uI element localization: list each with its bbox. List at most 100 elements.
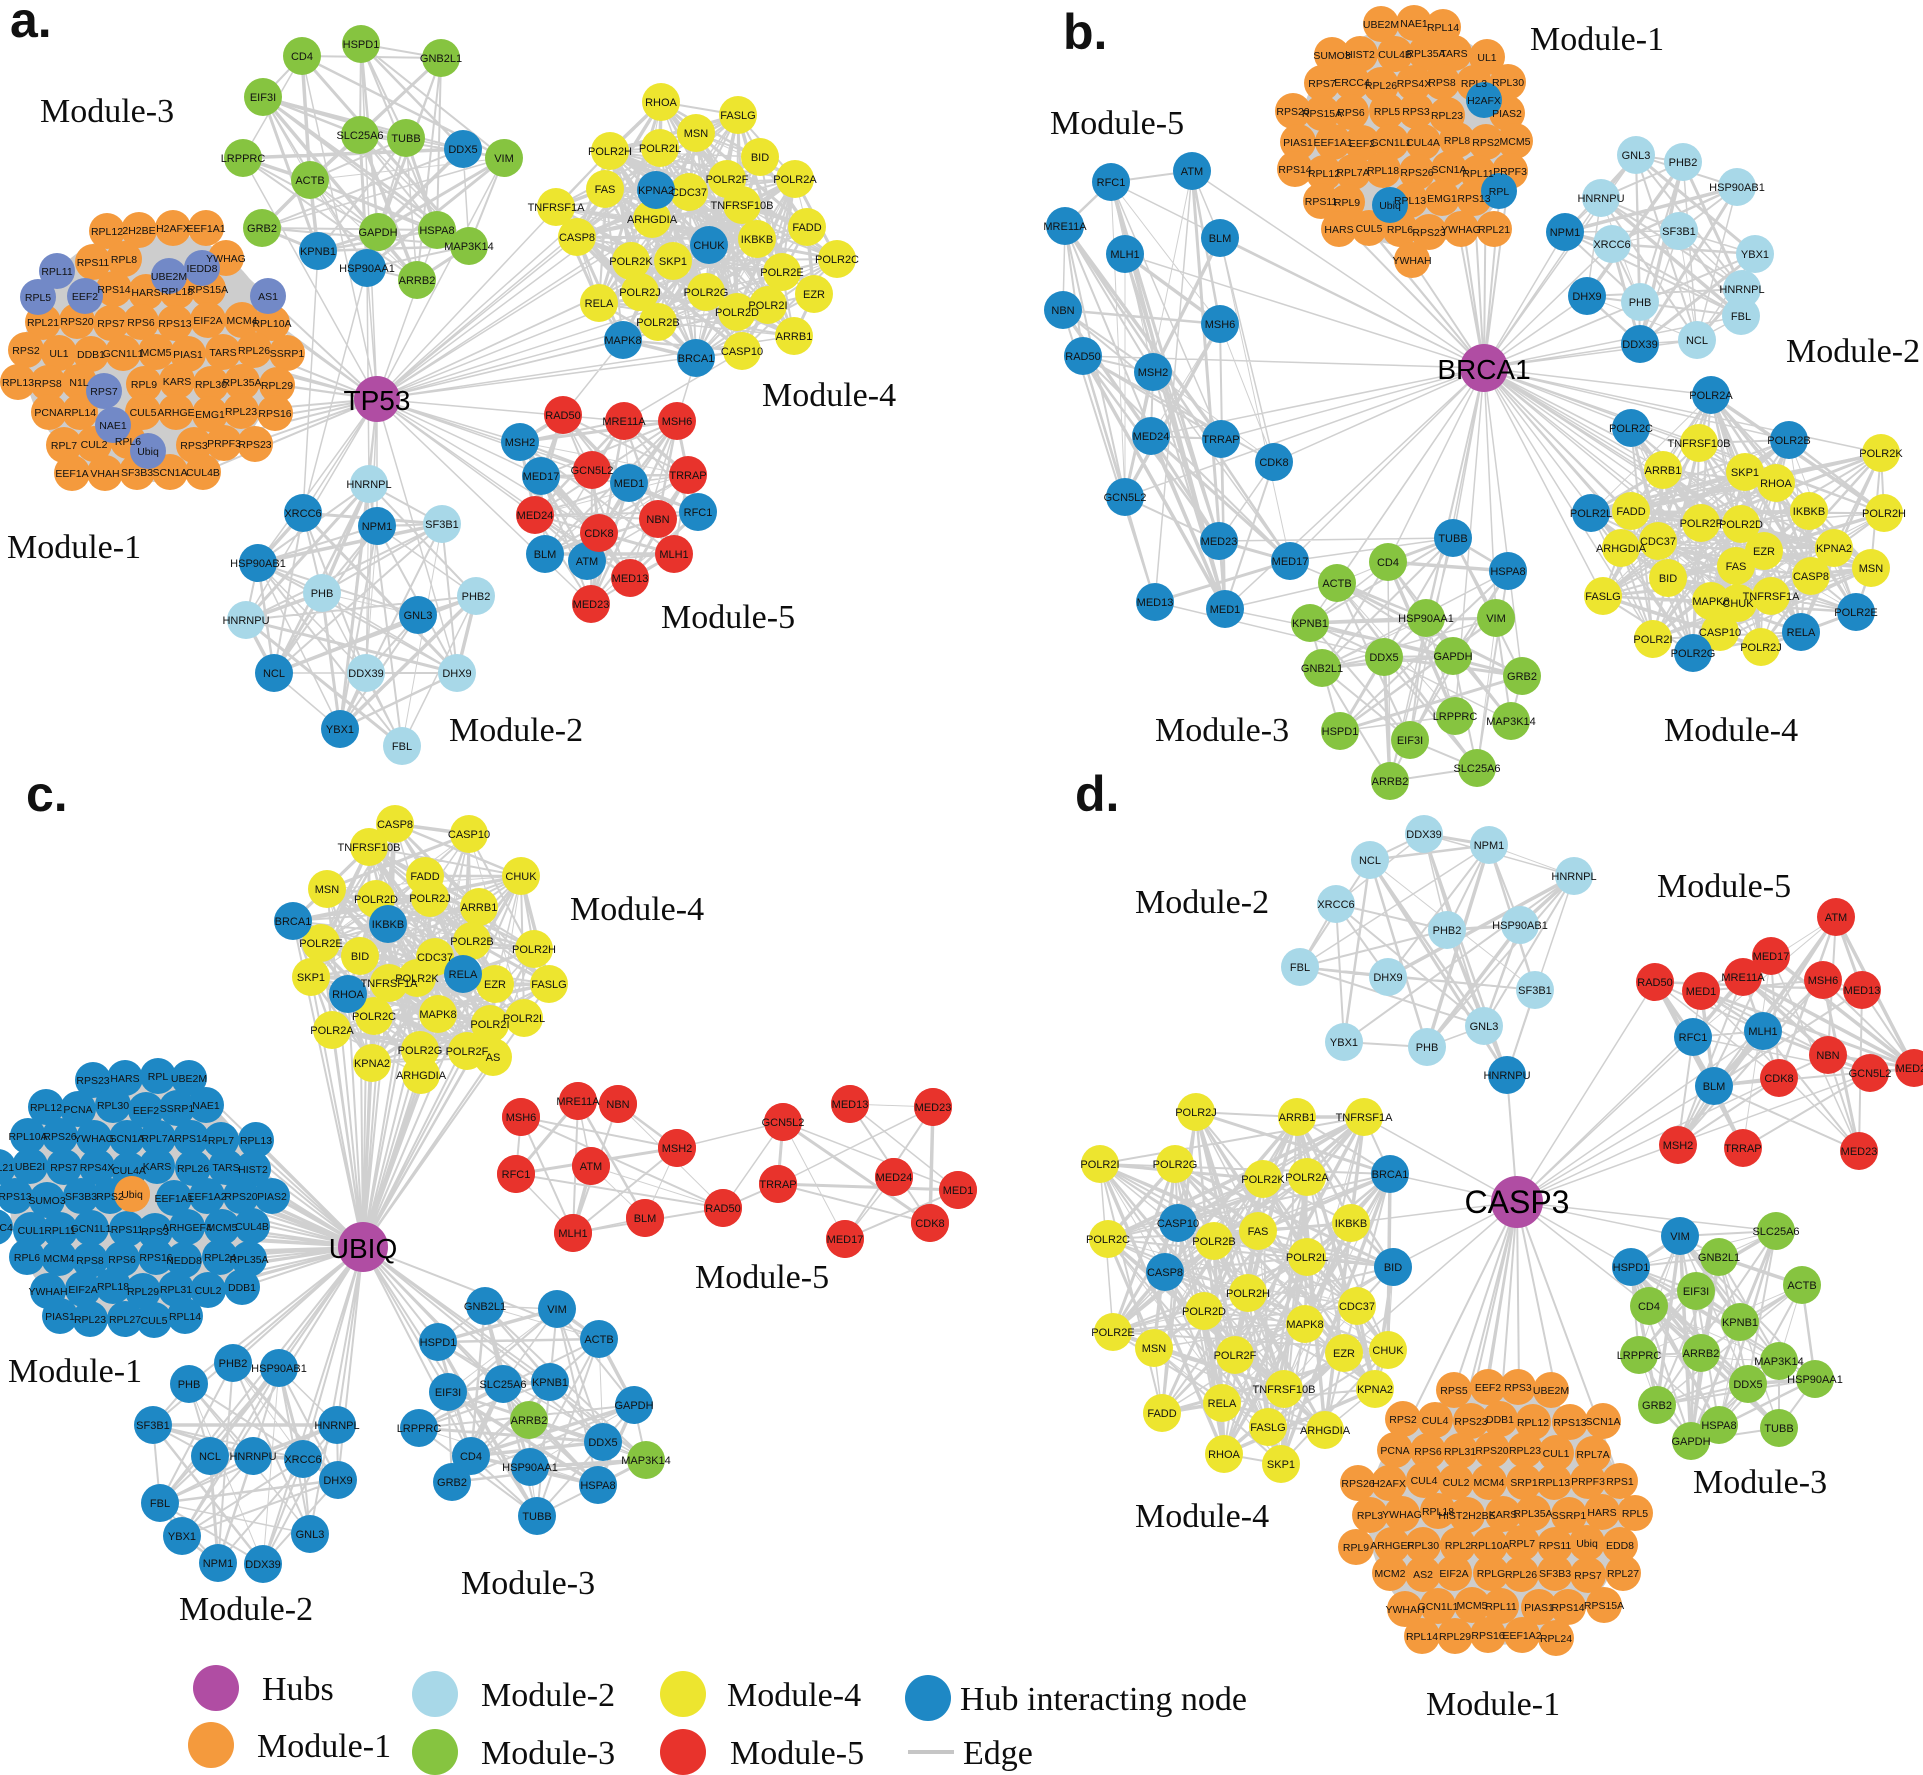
svg-text:SSRP1: SSRP1 bbox=[160, 1103, 195, 1115]
svg-text:ARHGDIA: ARHGDIA bbox=[1300, 1425, 1351, 1437]
svg-text:RPL7A: RPL7A bbox=[1576, 1449, 1609, 1461]
svg-text:RPL3: RPL3 bbox=[1357, 1510, 1383, 1522]
svg-text:EEF1A1: EEF1A1 bbox=[1313, 137, 1352, 149]
svg-text:NPM1: NPM1 bbox=[362, 521, 393, 533]
svg-text:RPL3: RPL3 bbox=[1461, 78, 1487, 90]
svg-text:KPNB1: KPNB1 bbox=[300, 246, 336, 258]
svg-text:SLC25A6: SLC25A6 bbox=[1453, 763, 1500, 775]
svg-text:POLR2H: POLR2H bbox=[1226, 1288, 1270, 1300]
svg-text:NCL: NCL bbox=[1686, 335, 1708, 347]
svg-text:BRCA1: BRCA1 bbox=[275, 916, 312, 928]
svg-text:ARHGDIA: ARHGDIA bbox=[396, 1070, 447, 1082]
svg-text:CUL4B: CUL4B bbox=[186, 467, 220, 479]
svg-text:Module-3: Module-3 bbox=[1693, 1464, 1827, 1501]
svg-text:CUL2: CUL2 bbox=[81, 439, 108, 451]
svg-text:RPL13: RPL13 bbox=[2, 377, 34, 389]
svg-text:EZR: EZR bbox=[484, 979, 506, 991]
svg-text:ERCC4: ERCC4 bbox=[0, 1222, 13, 1234]
svg-text:RPL6: RPL6 bbox=[14, 1252, 40, 1264]
svg-text:BRCA1: BRCA1 bbox=[678, 353, 715, 365]
svg-text:XRCC6: XRCC6 bbox=[284, 1454, 321, 1466]
svg-text:RAD50: RAD50 bbox=[1065, 351, 1100, 363]
svg-text:GRB2: GRB2 bbox=[437, 1477, 467, 1489]
svg-text:TNFRSF10B: TNFRSF10B bbox=[1253, 1384, 1316, 1396]
svg-text:SUMO3: SUMO3 bbox=[28, 1195, 66, 1207]
svg-text:GNL3: GNL3 bbox=[404, 610, 433, 622]
svg-text:MSH2: MSH2 bbox=[505, 437, 536, 449]
svg-text:RPL27: RPL27 bbox=[1607, 1568, 1639, 1580]
svg-text:H2AFX: H2AFX bbox=[1467, 95, 1501, 107]
svg-text:DHX9: DHX9 bbox=[442, 668, 471, 680]
svg-text:TNFRSF10B: TNFRSF10B bbox=[711, 200, 774, 212]
svg-text:POLR2L: POLR2L bbox=[1570, 508, 1612, 520]
svg-text:MRE11A: MRE11A bbox=[602, 416, 646, 428]
svg-text:GAPDH: GAPDH bbox=[614, 1400, 653, 1412]
svg-text:KARS: KARS bbox=[163, 376, 192, 388]
svg-text:DDX39: DDX39 bbox=[1622, 339, 1657, 351]
svg-text:ARRB2: ARRB2 bbox=[399, 275, 436, 287]
svg-text:ATM: ATM bbox=[1181, 166, 1203, 178]
svg-text:Module-4: Module-4 bbox=[1664, 712, 1798, 749]
svg-text:MCM5: MCM5 bbox=[1500, 136, 1531, 148]
svg-text:MCM4: MCM4 bbox=[1474, 1477, 1505, 1489]
svg-text:CASP8: CASP8 bbox=[377, 819, 413, 831]
svg-text:SF3B3: SF3B3 bbox=[1539, 1568, 1571, 1580]
svg-text:FASLG: FASLG bbox=[1585, 591, 1620, 603]
svg-text:RPS7: RPS7 bbox=[50, 1162, 78, 1174]
svg-text:PRPF3: PRPF3 bbox=[207, 438, 241, 450]
svg-text:CHUK: CHUK bbox=[1372, 1345, 1404, 1357]
svg-text:PIAS2: PIAS2 bbox=[257, 1191, 287, 1203]
svg-text:Module-4: Module-4 bbox=[570, 891, 704, 928]
svg-text:RPS14: RPS14 bbox=[1551, 1602, 1584, 1614]
svg-text:MED23: MED23 bbox=[573, 599, 610, 611]
svg-text:DDX39: DDX39 bbox=[1406, 829, 1441, 841]
svg-text:EIF3I: EIF3I bbox=[1397, 735, 1423, 747]
svg-text:POLR2J: POLR2J bbox=[619, 287, 661, 299]
svg-text:MED1: MED1 bbox=[614, 478, 645, 490]
svg-text:RPS3: RPS3 bbox=[180, 440, 208, 452]
svg-text:2H2BE: 2H2BE bbox=[122, 225, 155, 237]
svg-text:BLM: BLM bbox=[534, 549, 557, 561]
svg-text:GRB2: GRB2 bbox=[1507, 671, 1537, 683]
svg-text:RPL12: RPL12 bbox=[30, 1102, 62, 1114]
svg-text:RPL: RPL bbox=[148, 1071, 169, 1083]
svg-text:RELA: RELA bbox=[1787, 627, 1816, 639]
svg-text:BID: BID bbox=[751, 152, 769, 164]
svg-text:EIF3I: EIF3I bbox=[1683, 1286, 1709, 1298]
svg-text:FAS: FAS bbox=[1248, 1226, 1269, 1238]
svg-text:DDX39: DDX39 bbox=[348, 668, 383, 680]
svg-text:RPL18: RPL18 bbox=[1367, 165, 1399, 177]
svg-text:POLR2E: POLR2E bbox=[760, 267, 803, 279]
svg-text:RPL6: RPL6 bbox=[1387, 224, 1413, 236]
svg-text:MED1: MED1 bbox=[1210, 604, 1241, 616]
svg-text:TNFRSF1A: TNFRSF1A bbox=[361, 978, 419, 990]
svg-text:CUL1: CUL1 bbox=[1543, 1448, 1570, 1460]
svg-text:RPS16: RPS16 bbox=[258, 408, 291, 420]
svg-text:HNRNPL: HNRNPL bbox=[346, 479, 391, 491]
svg-text:EEF1A1: EEF1A1 bbox=[186, 223, 225, 235]
svg-text:POLR2H: POLR2H bbox=[1862, 508, 1906, 520]
svg-text:SF3B1: SF3B1 bbox=[1662, 226, 1696, 238]
svg-text:RPL7A: RPL7A bbox=[141, 1133, 174, 1145]
svg-text:CD4: CD4 bbox=[291, 51, 313, 63]
svg-text:HSPA8: HSPA8 bbox=[419, 225, 454, 237]
svg-text:RPS4X: RPS4X bbox=[1397, 78, 1431, 90]
svg-text:BID: BID bbox=[1659, 573, 1677, 585]
svg-text:RHOA: RHOA bbox=[645, 97, 677, 109]
svg-text:RPS11: RPS11 bbox=[1539, 1540, 1572, 1552]
svg-text:MLH1: MLH1 bbox=[558, 1228, 587, 1240]
svg-text:FASLG: FASLG bbox=[531, 979, 566, 991]
svg-text:TUBB: TUBB bbox=[391, 133, 420, 145]
svg-text:Module-4: Module-4 bbox=[762, 377, 896, 414]
svg-text:RPS2: RPS2 bbox=[12, 345, 40, 357]
svg-text:RPS4X: RPS4X bbox=[80, 1162, 114, 1174]
svg-text:PHB: PHB bbox=[178, 1379, 201, 1391]
svg-text:DDX5: DDX5 bbox=[1369, 652, 1398, 664]
svg-text:RPL9: RPL9 bbox=[1343, 1542, 1369, 1554]
svg-text:MED23: MED23 bbox=[915, 1102, 952, 1114]
svg-text:RPS23: RPS23 bbox=[76, 1075, 109, 1087]
svg-text:RELA: RELA bbox=[449, 969, 478, 981]
svg-text:RPS26: RPS26 bbox=[1400, 167, 1433, 179]
svg-text:Module-3: Module-3 bbox=[1155, 712, 1289, 749]
svg-text:RHOA: RHOA bbox=[1760, 478, 1792, 490]
